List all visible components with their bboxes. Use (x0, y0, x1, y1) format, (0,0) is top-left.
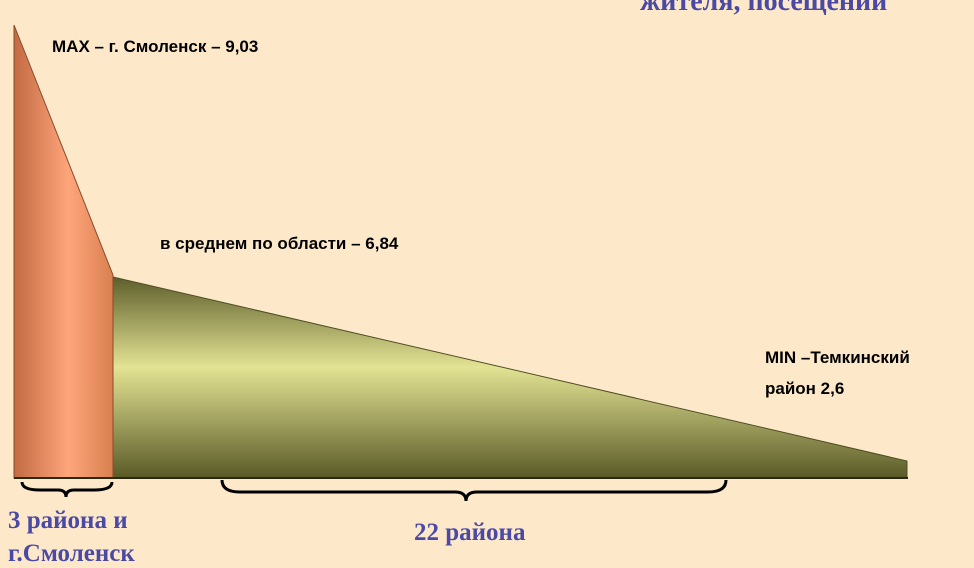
group-label: 3 района и (8, 507, 128, 534)
group-label: г.Смоленск (8, 540, 135, 567)
brace-small (20, 481, 114, 498)
max-label: MAX – г. Смоленск – 9,03 (52, 37, 258, 56)
brace-large (220, 479, 728, 502)
min-label: район 2,6 (765, 379, 844, 398)
min-label: MIN –Темкинский (765, 348, 910, 367)
olive-shape (112, 276, 908, 479)
title: жителя, посещений (640, 0, 887, 17)
average-label: в среднем по области – 6,84 (160, 234, 399, 253)
orange-shape (13, 24, 114, 479)
group-label: 22 района (414, 519, 526, 546)
